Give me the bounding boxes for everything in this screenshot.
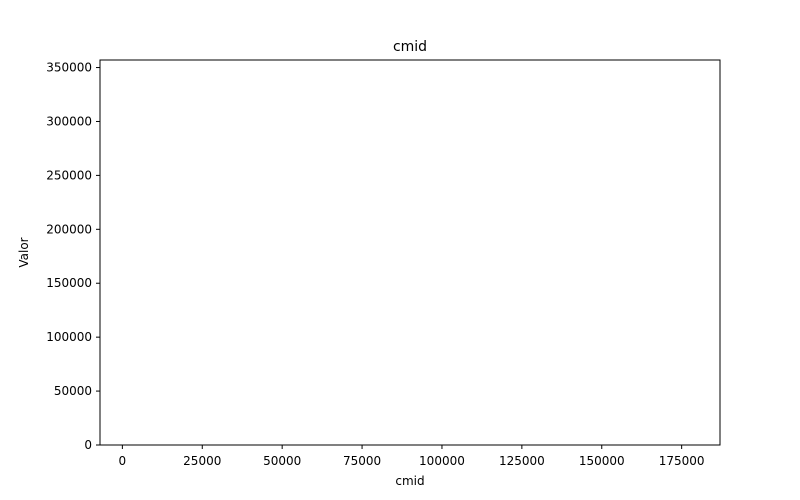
y-axis-label: Valor	[17, 237, 31, 267]
x-tick-label: 100000	[419, 454, 465, 468]
chart-title: cmid	[393, 39, 427, 55]
x-tick-label: 0	[119, 454, 127, 468]
y-tick-label: 150000	[46, 276, 92, 290]
x-tick-label: 25000	[183, 454, 221, 468]
x-axis-label: cmid	[395, 474, 424, 488]
x-tick-label: 175000	[659, 454, 705, 468]
x-tick-label: 75000	[343, 454, 381, 468]
y-tick-label: 350000	[46, 61, 92, 75]
y-tick-label: 100000	[46, 330, 92, 344]
y-tick-label: 200000	[46, 222, 92, 236]
plot-area	[99, 59, 721, 446]
y-tick-label: 300000	[46, 114, 92, 128]
x-tick-label: 50000	[263, 454, 301, 468]
y-axis: 0 50000 100000 150000 200000 250000 300000 3500…	[46, 61, 100, 452]
x-axis: 0 25000 50000 75000 100000 125000 150000 175000	[119, 445, 705, 468]
y-tick-label: 250000	[46, 168, 92, 182]
y-tick-label: 50000	[54, 384, 92, 398]
y-tick-label: 0	[84, 438, 92, 452]
x-tick-label: 125000	[499, 454, 545, 468]
x-tick-label: 150000	[579, 454, 625, 468]
